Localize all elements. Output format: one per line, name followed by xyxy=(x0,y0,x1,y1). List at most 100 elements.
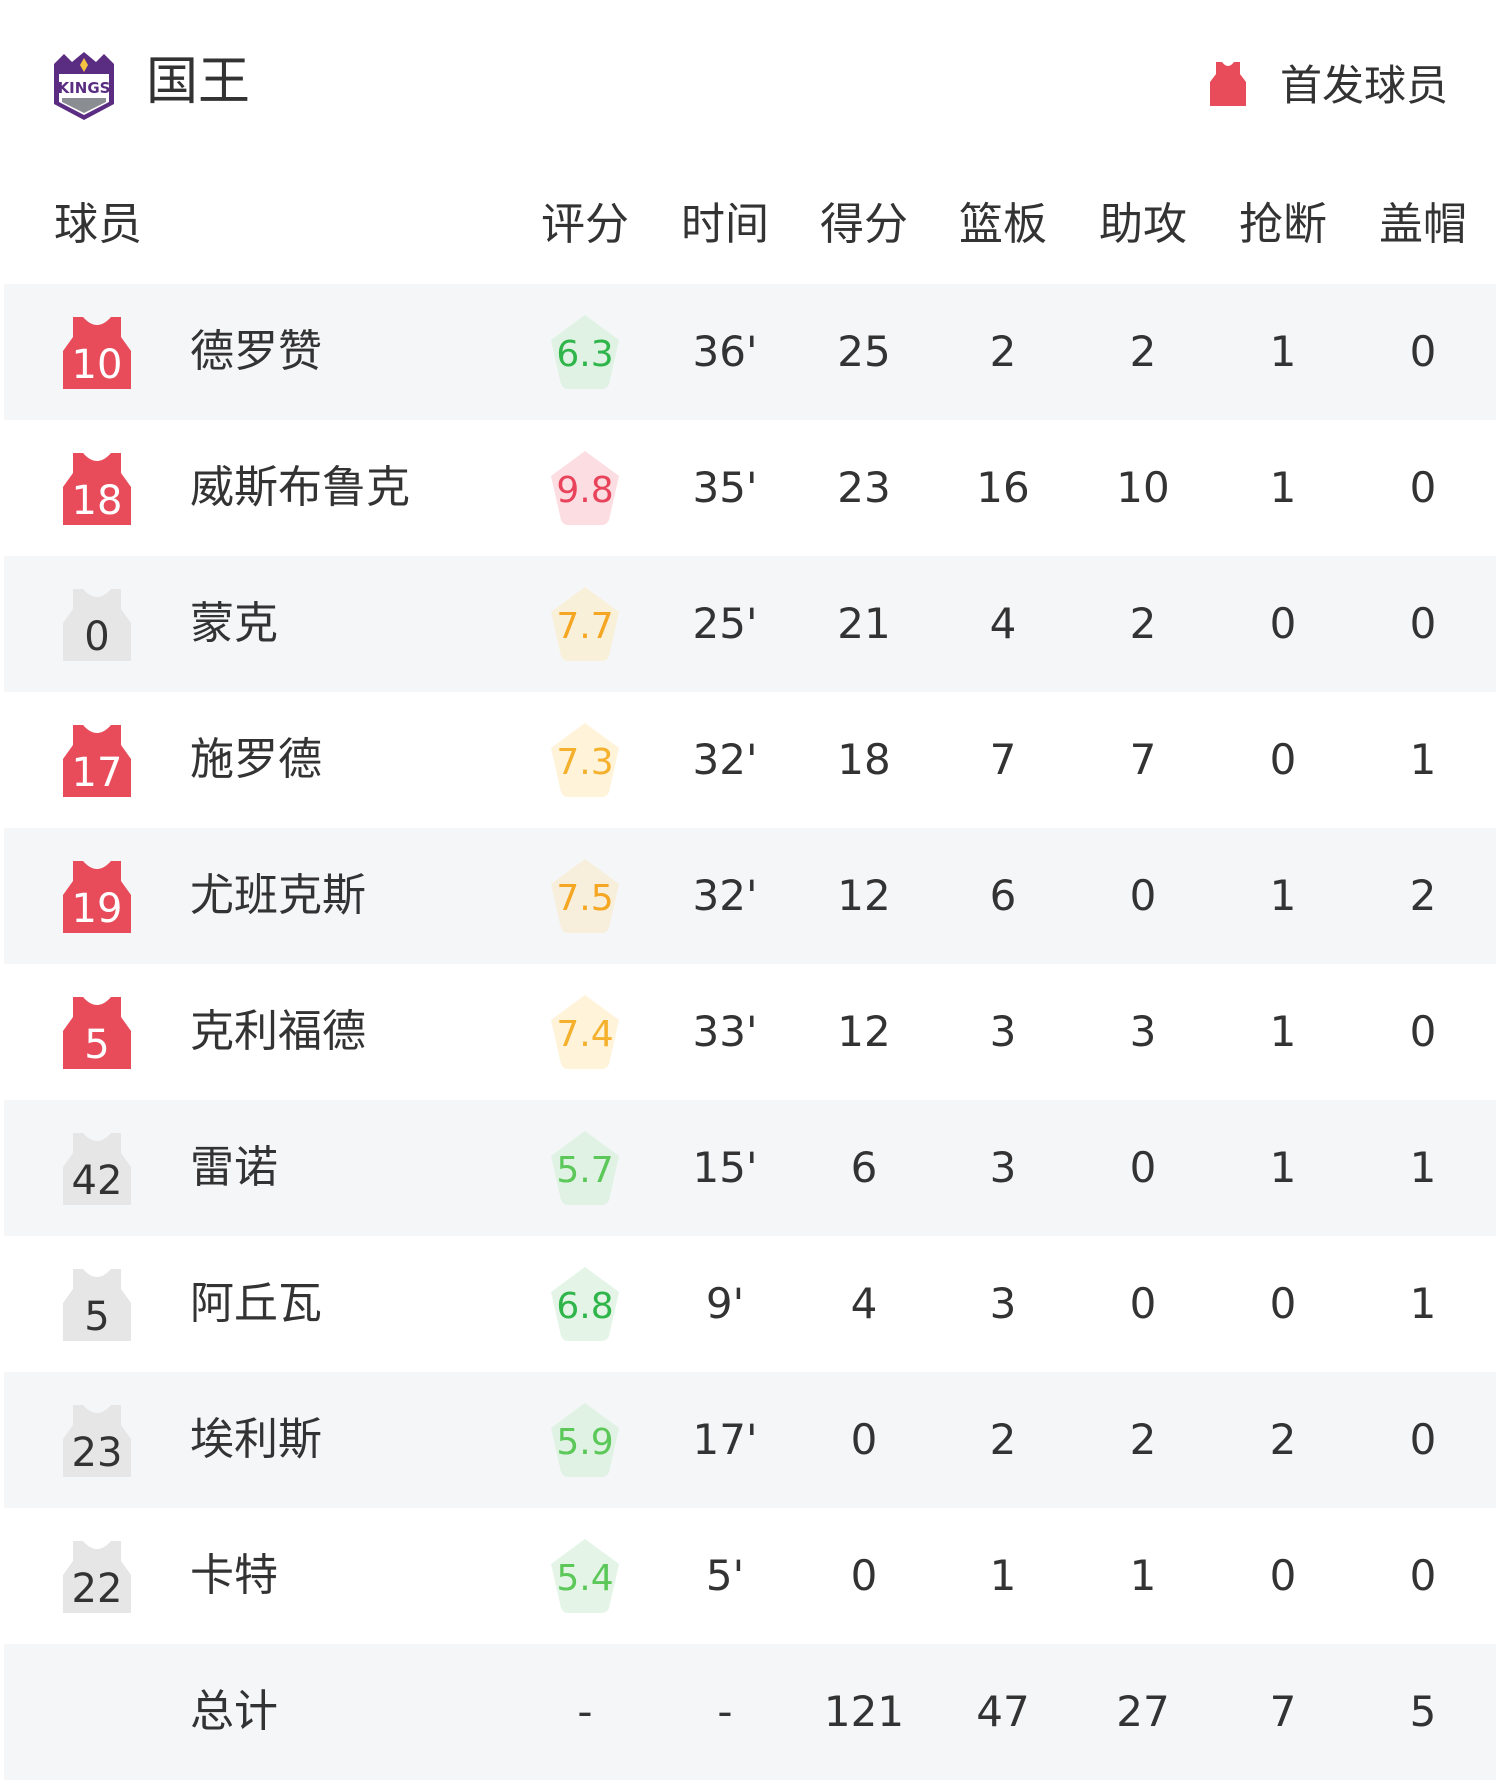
rating-badge: 6.8 xyxy=(545,1264,625,1344)
rating-value: 9.8 xyxy=(556,470,614,511)
table-row[interactable]: 22 卡特 5.4 5' 0 1 1 0 0 xyxy=(4,1508,1496,1644)
col-points[interactable]: 得分 xyxy=(820,199,908,250)
table-row[interactable]: 10 德罗赞 6.3 36' 25 2 2 1 0 xyxy=(4,284,1496,420)
rating-badge: 5.9 xyxy=(545,1400,625,1480)
stat-ast: 0 xyxy=(1129,1143,1157,1192)
player-name[interactable]: 卡特 xyxy=(190,1550,278,1601)
total-pts: 121 xyxy=(823,1687,905,1736)
stat-time: 17' xyxy=(692,1415,758,1464)
stat-ast: 3 xyxy=(1129,1007,1157,1056)
stat-pts: 23 xyxy=(837,463,891,512)
table-row[interactable]: 19 尤班克斯 7.5 32' 12 6 0 1 2 xyxy=(4,828,1496,964)
team-name: 国王 xyxy=(146,52,251,112)
table-row[interactable]: 0 蒙克 7.7 25' 21 4 2 0 0 xyxy=(4,556,1496,692)
legend-label: 首发球员 xyxy=(1279,61,1448,110)
col-blocks[interactable]: 盖帽 xyxy=(1379,199,1467,250)
jersey-number: 19 xyxy=(71,886,123,932)
rating-value: 5.7 xyxy=(556,1150,614,1191)
stat-blk: 0 xyxy=(1409,599,1437,648)
jersey-icon: 5 xyxy=(61,1267,133,1341)
stat-blk: 0 xyxy=(1409,1551,1437,1600)
stat-reb: 6 xyxy=(989,871,1017,920)
total-stl: 7 xyxy=(1269,1687,1297,1736)
player-table: 10 德罗赞 6.3 36' 25 2 2 1 0 18 威斯布鲁克 9.8 35' 23 1… xyxy=(4,284,1496,1780)
stat-ast: 2 xyxy=(1129,599,1157,648)
stat-ast: 2 xyxy=(1129,327,1157,376)
table-row[interactable]: 17 施罗德 7.3 32' 18 7 7 0 1 xyxy=(4,692,1496,828)
stat-stl: 1 xyxy=(1269,871,1297,920)
stat-time: 32' xyxy=(692,871,758,920)
stat-pts: 0 xyxy=(850,1415,878,1464)
rating-value: 7.7 xyxy=(556,606,614,647)
stat-pts: 21 xyxy=(837,599,891,648)
stat-reb: 4 xyxy=(989,599,1017,648)
table-row[interactable]: 23 埃利斯 5.9 17' 0 2 2 2 0 xyxy=(4,1372,1496,1508)
col-rating[interactable]: 评分 xyxy=(541,199,629,250)
stat-blk: 0 xyxy=(1409,1007,1437,1056)
stat-time: 35' xyxy=(692,463,758,512)
stat-pts: 4 xyxy=(850,1279,878,1328)
player-name[interactable]: 克利福德 xyxy=(190,1006,366,1057)
stat-stl: 0 xyxy=(1269,735,1297,784)
total-time: - xyxy=(717,1687,733,1736)
stat-pts: 0 xyxy=(850,1551,878,1600)
stat-stl: 0 xyxy=(1269,1551,1297,1600)
jersey-number: 5 xyxy=(84,1022,110,1068)
stat-blk: 2 xyxy=(1409,871,1437,920)
stat-time: 9' xyxy=(705,1279,745,1328)
stat-time: 33' xyxy=(692,1007,758,1056)
rating-badge: 7.4 xyxy=(545,992,625,1072)
stat-blk: 0 xyxy=(1409,327,1437,376)
stat-pts: 25 xyxy=(837,327,891,376)
stat-reb: 16 xyxy=(976,463,1030,512)
jersey-icon: 18 xyxy=(61,451,133,525)
jersey-icon xyxy=(1209,61,1246,106)
col-steals[interactable]: 抢断 xyxy=(1239,199,1327,250)
stat-blk: 0 xyxy=(1409,1415,1437,1464)
stat-ast: 1 xyxy=(1129,1551,1157,1600)
stat-reb: 3 xyxy=(989,1279,1017,1328)
col-rebounds[interactable]: 篮板 xyxy=(959,199,1047,250)
player-name[interactable]: 阿丘瓦 xyxy=(190,1278,322,1329)
rating-badge: 7.3 xyxy=(545,720,625,800)
jersey-number: 18 xyxy=(71,478,123,524)
table-row[interactable]: 5 克利福德 7.4 33' 12 3 3 1 0 xyxy=(4,964,1496,1100)
stat-pts: 12 xyxy=(837,1007,891,1056)
stat-blk: 1 xyxy=(1409,735,1437,784)
player-name[interactable]: 蒙克 xyxy=(190,598,278,649)
stat-ast: 7 xyxy=(1129,735,1157,784)
player-name[interactable]: 威斯布鲁克 xyxy=(190,462,410,513)
table-row[interactable]: 18 威斯布鲁克 9.8 35' 23 16 10 1 0 xyxy=(4,420,1496,556)
stat-blk: 1 xyxy=(1409,1279,1437,1328)
player-name[interactable]: 埃利斯 xyxy=(190,1414,322,1465)
jersey-number: 0 xyxy=(84,614,110,660)
stat-stl: 1 xyxy=(1269,1007,1297,1056)
table-row[interactable]: 42 雷诺 5.7 15' 6 3 0 1 1 xyxy=(4,1100,1496,1236)
col-assists[interactable]: 助攻 xyxy=(1099,199,1187,250)
total-label: 总计 xyxy=(190,1686,278,1737)
stat-ast: 0 xyxy=(1129,871,1157,920)
jersey-icon: 17 xyxy=(61,723,133,797)
stat-time: 25' xyxy=(692,599,758,648)
player-name[interactable]: 施罗德 xyxy=(190,734,322,785)
stat-stl: 0 xyxy=(1269,1279,1297,1328)
rating-value: 5.4 xyxy=(556,1558,614,1599)
player-name[interactable]: 德罗赞 xyxy=(190,326,322,377)
player-name[interactable]: 雷诺 xyxy=(190,1142,278,1193)
jersey-icon: 42 xyxy=(61,1131,133,1205)
col-time[interactable]: 时间 xyxy=(681,199,769,250)
jersey-number: 17 xyxy=(71,750,123,796)
stat-stl: 1 xyxy=(1269,463,1297,512)
table-row[interactable]: 5 阿丘瓦 6.8 9' 4 3 0 0 1 xyxy=(4,1236,1496,1372)
stat-stl: 1 xyxy=(1269,1143,1297,1192)
stat-pts: 12 xyxy=(837,871,891,920)
player-name[interactable]: 尤班克斯 xyxy=(190,870,366,921)
stat-time: 15' xyxy=(692,1143,758,1192)
kings-logo: KINGS xyxy=(50,50,118,122)
jersey-number: 23 xyxy=(71,1430,123,1476)
rating-badge: 9.8 xyxy=(545,448,625,528)
total-blk: 5 xyxy=(1409,1687,1437,1736)
total-row: 总计 - - 121 47 27 7 5 xyxy=(4,1644,1496,1780)
rating-badge: 5.7 xyxy=(545,1128,625,1208)
jersey-number: 42 xyxy=(71,1158,123,1204)
